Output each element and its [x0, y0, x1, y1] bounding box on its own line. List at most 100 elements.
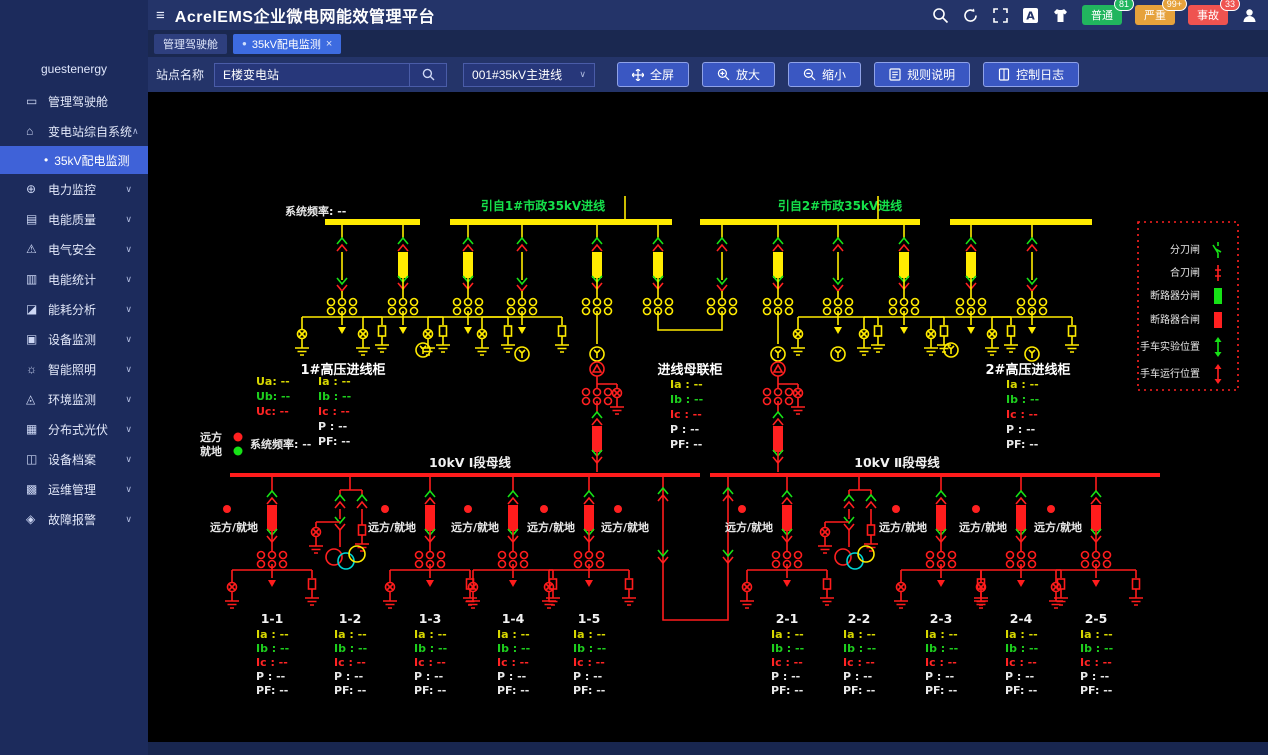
svg-text:PF: --: PF: -- [925, 684, 957, 697]
bus-35kv-section [295, 196, 1092, 362]
bus-35kv-1 [325, 219, 420, 225]
search-button[interactable] [409, 62, 448, 87]
bay-35kv[interactable] [356, 222, 450, 358]
sidebar-item-electrical-safety[interactable]: ⚠ 电气安全 ∨ [26, 242, 132, 257]
bay-35kv[interactable] [857, 222, 951, 355]
sidebar-item-power-monitor[interactable]: ⊕ 电力监控 ∨ [26, 182, 132, 197]
bus-tie-link[interactable] [657, 477, 734, 621]
svg-text:Ic : --: Ic : -- [1006, 408, 1038, 421]
cabinet-incoming-1: 1#高压进线柜 Ua: -- Ub: -- Uc: -- Ia : -- Ib … [256, 362, 385, 448]
svg-text:Uc: --: Uc: -- [256, 405, 289, 418]
zoom-in-button[interactable]: 放大 [702, 62, 776, 87]
svg-text:远方/就地: 远方/就地 [527, 520, 575, 534]
feeder-bay-2-5[interactable] [1049, 475, 1143, 608]
sidebar-item-device-monitor[interactable]: ▣ 设备监测 ∨ [26, 332, 132, 347]
svg-text:Ib : --: Ib : -- [573, 642, 606, 655]
power-icon: ⊕ [26, 182, 37, 196]
bay-35kv[interactable] [421, 222, 515, 355]
svg-text:P : --: P : -- [256, 670, 285, 683]
tab-35kv-monitor[interactable]: ● 35kV配电监测 × [233, 33, 342, 54]
theme-icon[interactable] [1052, 7, 1069, 24]
close-icon[interactable]: × [325, 37, 333, 50]
user-avatar-icon[interactable] [1241, 7, 1258, 24]
bus-35kv-4 [950, 219, 1092, 225]
site-search-input[interactable] [214, 62, 410, 87]
svg-text:Ia : --: Ia : -- [1005, 628, 1038, 641]
bay-35kv[interactable] [475, 222, 569, 362]
sidebar-item-power-quality[interactable]: ▤ 电能质量 ∨ [26, 212, 132, 227]
incoming-line-2-label: 引自2#市政35kV进线 [778, 198, 902, 213]
feeder-bay-1-1[interactable] [225, 475, 319, 608]
sidebar-item-environment-monitor[interactable]: ◬ 环境监测 ∨ [26, 392, 132, 407]
zoom-out-icon [803, 68, 816, 81]
feeder-bay-2-2[interactable] [818, 475, 878, 569]
svg-text:PF: --: PF: -- [1080, 684, 1112, 697]
sidebar-item-substation-system[interactable]: ⌂ 变电站综自系统 ∧ [26, 124, 139, 139]
svg-text:Ib : --: Ib : -- [670, 393, 703, 406]
sidebar-item-fault-alarm[interactable]: ◈ 故障报警 ∨ [26, 512, 132, 527]
alarm-chip-severe[interactable]: 严重 99+ [1135, 0, 1187, 25]
transformer-incomer-1[interactable] [583, 347, 625, 472]
feeder-bay-2-3[interactable] [894, 475, 988, 608]
tab-dashboard[interactable]: 管理驾驶舱 [154, 33, 227, 54]
ops-icon: ▩ [26, 482, 38, 496]
fullscreen-icon[interactable] [992, 7, 1009, 24]
hamburger-icon[interactable]: ≡ [156, 6, 165, 24]
bay-35kv-main-incoming-2[interactable] [764, 222, 793, 344]
remote-label: 远方 [200, 430, 222, 444]
svg-text:PF: --: PF: -- [843, 684, 875, 697]
bay-35kv-main-incoming-1[interactable] [583, 222, 612, 344]
sidebar-subitem-35kv-monitor[interactable]: • 35kV配电监测 [0, 146, 148, 174]
bay-35kv[interactable] [924, 222, 1018, 358]
svg-text:A: A [1026, 9, 1035, 22]
svg-text:Ia : --: Ia : -- [1080, 628, 1113, 641]
sidebar-item-smart-lighting[interactable]: ☼ 智能照明 ∨ [26, 362, 132, 377]
analysis-icon: ◪ [26, 302, 38, 316]
feeder-bay-1-2[interactable] [309, 475, 369, 569]
svg-text:远方/就地: 远方/就地 [959, 520, 1007, 534]
svg-text:断路器合闸: 断路器合闸 [1150, 313, 1200, 326]
legend-test-position-icon [1213, 336, 1223, 358]
svg-text:PF: --: PF: -- [573, 684, 605, 697]
alarm-chip-normal[interactable]: 普通 81 [1082, 0, 1134, 25]
svg-text:Ia : --: Ia : -- [256, 628, 289, 641]
cabinet-title: 进线母联柜 [657, 362, 722, 378]
control-log-button[interactable]: 控制日志 [983, 62, 1080, 87]
refresh-icon[interactable] [962, 7, 979, 24]
zoom-out-button[interactable]: 缩小 [788, 62, 862, 87]
legend-open-switch-icon [1212, 241, 1222, 259]
lighting-icon: ☼ [26, 362, 37, 376]
cabinet-title: 1#高压进线柜 [301, 362, 386, 378]
svg-text:P : --: P : -- [670, 423, 699, 436]
svg-text:远方/就地: 远方/就地 [210, 520, 258, 534]
transformer-incomer-2[interactable] [764, 347, 806, 472]
bus-10kv-2 [710, 473, 1160, 477]
sidebar-item-device-archive[interactable]: ◫ 设备档案 ∨ [26, 452, 132, 467]
feeder-bay-2-1[interactable] [740, 475, 834, 608]
rules-button[interactable]: 规则说明 [874, 62, 971, 87]
svg-text:远方/就地: 远方/就地 [368, 520, 416, 534]
sidebar-item-dashboard[interactable]: ▭ 管理驾驶舱 [26, 94, 109, 109]
svg-text:Ub: --: Ub: -- [256, 390, 290, 403]
sidebar-item-energy-analysis[interactable]: ◪ 能耗分析 ∨ [26, 302, 132, 317]
line-select[interactable]: 001#35kV主进线 ∨ [463, 62, 596, 87]
zoom-in-icon [717, 68, 730, 81]
alarm-chip-fault[interactable]: 事故 33 [1188, 0, 1240, 25]
sidebar-item-ops-management[interactable]: ▩ 运维管理 ∨ [26, 482, 132, 497]
search-icon[interactable] [932, 7, 949, 24]
svg-text:远方/就地: 远方/就地 [451, 520, 499, 534]
bay-35kv-tie-right[interactable] [708, 222, 737, 317]
sidebar-item-distributed-pv[interactable]: ▦ 分布式光伏 ∨ [26, 422, 132, 437]
svg-text:Ia : --: Ia : -- [670, 378, 703, 391]
bay-35kv[interactable] [295, 222, 389, 355]
bay-35kv-tie-left[interactable] [644, 222, 673, 317]
cabinet-incoming-2: 2#高压进线柜 Ia : -- Ib : -- Ic : -- P : -- P… [986, 362, 1071, 451]
translate-icon[interactable]: A [1022, 7, 1039, 24]
fullscreen-button[interactable]: 全屏 [617, 62, 690, 87]
feeder-bay-1-3[interactable] [383, 475, 477, 608]
bay-35kv[interactable] [791, 222, 885, 362]
alarm-count-badge: 99+ [1161, 0, 1187, 11]
bay-35kv[interactable] [985, 222, 1079, 362]
sidebar-item-energy-statistics[interactable]: ▥ 电能统计 ∨ [26, 272, 132, 287]
feeder-bay-1-4[interactable] [466, 475, 560, 608]
